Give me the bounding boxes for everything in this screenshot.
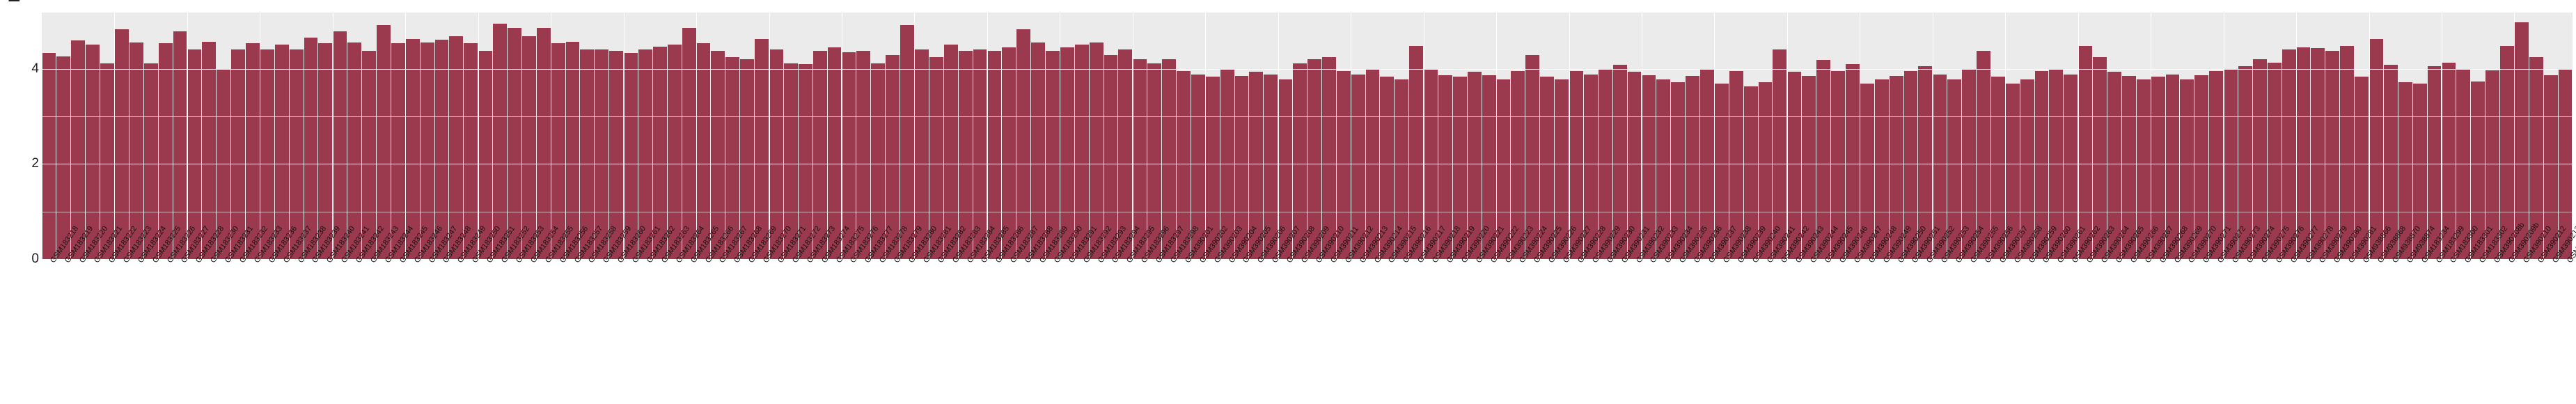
gridline-v-12: [914, 13, 915, 260]
gridline-v-21: [1569, 13, 1570, 260]
gridline-v-6: [478, 13, 479, 260]
gridline-v-31: [2296, 13, 2297, 260]
gridline-v-1: [114, 13, 115, 260]
gridline-v-27: [2005, 13, 2006, 260]
gridline-v-17: [1278, 13, 1279, 260]
gridline-v-10: [769, 13, 770, 260]
bar-GSM183218[interactable]: [42, 53, 56, 260]
plot-area: [42, 13, 2573, 260]
gridline-v-32: [2369, 13, 2370, 260]
gridline-v-5: [405, 13, 406, 260]
gridline-v-13: [987, 13, 988, 260]
gridline-v-16: [1205, 13, 1206, 260]
bar-chart-container: Expression Level 0 2 4 GSM183218GSM183219G…: [0, 0, 2576, 404]
bar-GSM183219[interactable]: [56, 56, 70, 260]
gridline-v-2: [187, 13, 188, 260]
gridline-y-4: [42, 69, 2573, 70]
gridline-v-9: [696, 13, 697, 260]
gridline-v-28: [2078, 13, 2079, 260]
gridline-v-34: [2514, 13, 2515, 260]
x-axis-labels: GSM183218 GSM183219 GSM183220 GSM183221 GSM1…: [42, 260, 2573, 399]
y-tick-label-0: 0: [21, 251, 39, 267]
gridline-v-8: [624, 13, 625, 260]
y-tick-label-4: 4: [21, 61, 39, 77]
y-axis-title: Expression Level: [6, 0, 26, 21]
bars-layer: [42, 13, 2573, 260]
gridline-v-23: [1714, 13, 1715, 260]
gridline-v-20: [1496, 13, 1497, 260]
gridline-minor-y-3: [42, 116, 2573, 117]
gridline-v-24: [1787, 13, 1788, 260]
y-tick-label-2: 2: [21, 156, 39, 171]
